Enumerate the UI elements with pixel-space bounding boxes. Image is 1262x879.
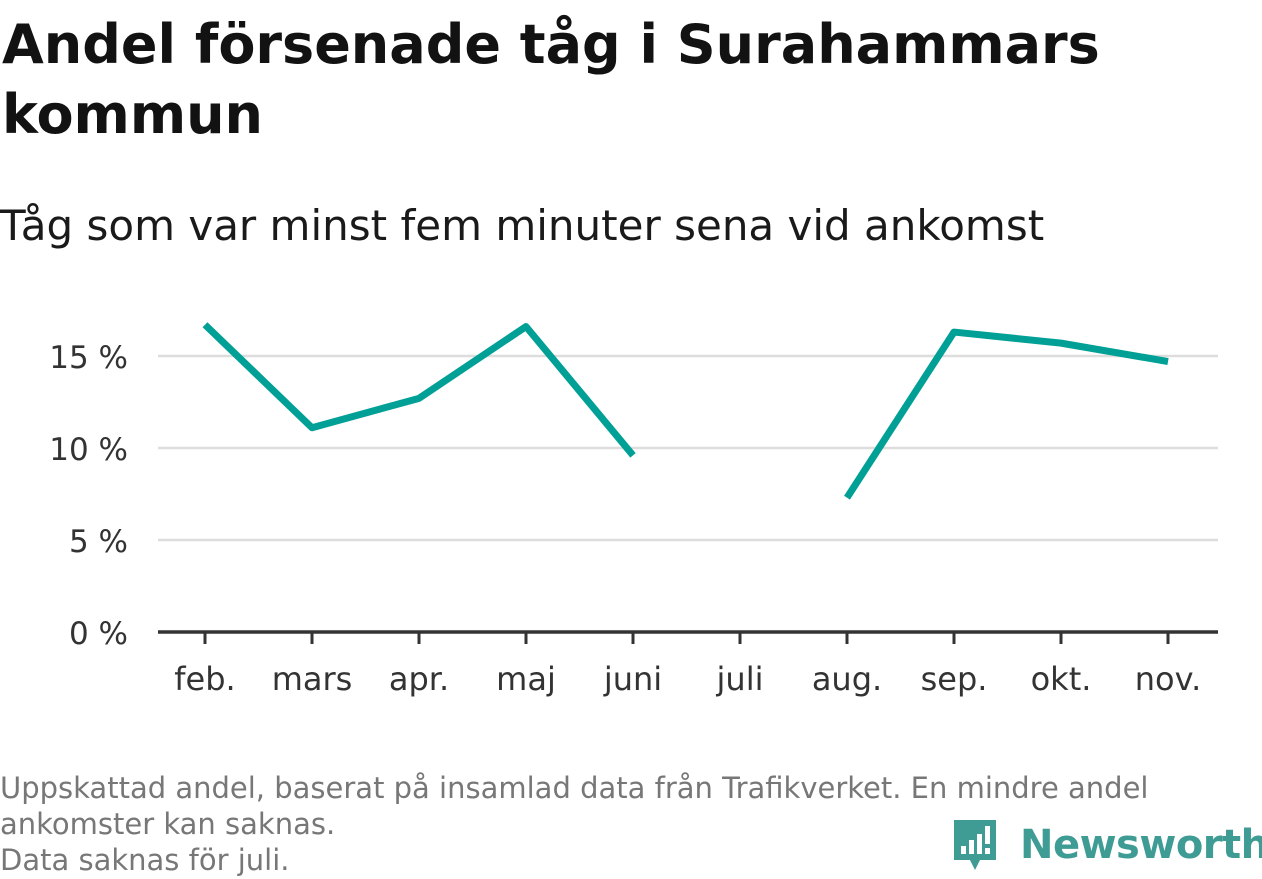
note-line-2: ankomster kan saknas. [0, 807, 336, 841]
chart-title: Andel försenade tåg i Surahammars kommun [2, 13, 1100, 146]
gridlines [158, 354, 1218, 542]
x-tick-label: apr. [389, 660, 449, 698]
chart-notes: Uppskattad andel, baserat på insamlad da… [0, 770, 1250, 878]
x-tick-label: aug. [812, 660, 882, 698]
x-tick-label: okt. [1031, 660, 1092, 698]
x-tick-label: juni [603, 660, 662, 698]
y-tick-label: 0 % [69, 616, 128, 652]
x-tick-label: nov. [1135, 660, 1201, 698]
x-tick-label: feb. [174, 660, 235, 698]
brand: Newsworthy [950, 816, 1262, 874]
x-axis: feb. mars apr. maj juni juli aug. sep. okt. nov. [158, 630, 1218, 698]
note-line-1: Uppskattad andel, baserat på insamlad da… [0, 771, 1149, 805]
chart-subtitle: Tåg som var minst fem minuter sena vid a… [0, 201, 1045, 250]
newsworthy-logo-icon [954, 820, 996, 870]
x-tick-label: maj [496, 660, 556, 698]
note-line-3: Data saknas för juli. [0, 843, 290, 877]
y-tick-label: 5 % [69, 524, 128, 560]
x-tick-label: juli [716, 660, 764, 698]
x-tick-label: sep. [921, 660, 988, 698]
x-tick-label: mars [272, 660, 353, 698]
series-lines [202, 322, 1169, 500]
y-axis-ticks: 0 % 5 % 10 % 15 % [49, 340, 128, 652]
series-line-segment [844, 328, 1169, 500]
brand-name: Newsworthy [1020, 822, 1262, 868]
series-line-segment [202, 322, 636, 458]
line-chart: 0 % 5 % 10 % 15 % feb. mars apr. maj juni juli au… [49, 322, 1218, 698]
y-tick-label: 10 % [49, 432, 128, 468]
y-tick-label: 15 % [49, 340, 128, 376]
